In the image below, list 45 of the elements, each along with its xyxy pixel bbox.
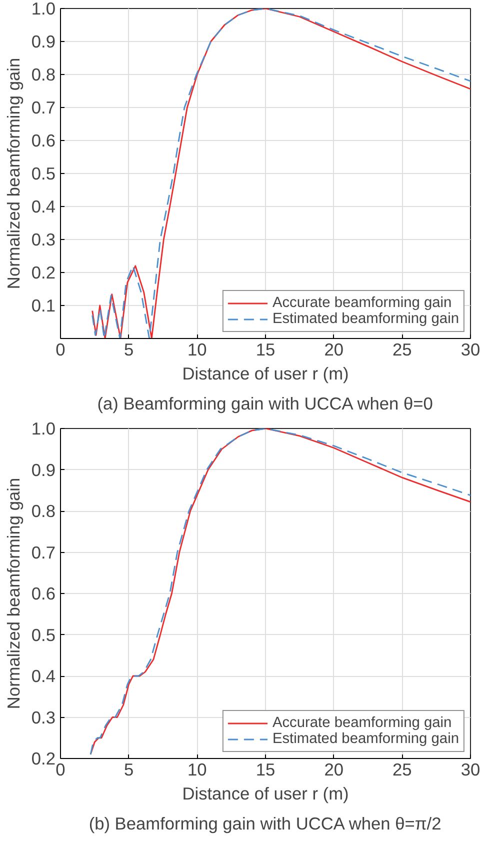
x-tick-label: 25	[392, 760, 412, 780]
legend-label: Estimated beamforming gain	[272, 731, 459, 747]
legend-label: Accurate beamforming gain	[272, 295, 452, 311]
x-tick-label: 5	[124, 340, 134, 360]
text: (b) Beamforming gain with UCCA when θ=π/2	[88, 814, 442, 834]
y-tick-label: 0.5	[31, 624, 56, 645]
y-tick-label: 0.3	[31, 230, 56, 250]
y-tick-label: 0.2	[31, 262, 56, 282]
x-tick-label: 10	[188, 760, 207, 780]
x-tick-label: 0	[56, 340, 66, 360]
y-tick-label: 0.9	[31, 460, 56, 480]
y-tick-label: 0.3	[31, 707, 56, 728]
y-tick-label: 0.8	[31, 501, 56, 521]
x-tick-label: 15	[256, 340, 276, 360]
y-tick-label: 0.7	[31, 98, 56, 118]
y-axis-title: Normalized beamforming gain	[3, 58, 24, 290]
y-tick-label: 0.6	[31, 584, 56, 604]
x-axis-title: Distance of user r (m)	[182, 784, 349, 804]
x-tick-label: 20	[324, 340, 344, 360]
x-tick-label: 30	[460, 340, 480, 360]
legend-label: Estimated beamforming gain	[272, 311, 459, 327]
text: (a) Beamforming gain with UCCA when θ=0	[97, 394, 433, 414]
line-series	[92, 8, 470, 338]
x-tick-label: 30	[460, 760, 480, 780]
y-tick-label: 0.7	[31, 542, 56, 562]
x-tick-label: 20	[324, 760, 344, 780]
line-series	[90, 428, 470, 756]
y-tick-label: 0.8	[31, 64, 56, 84]
x-axis-title: Distance of user r (m)	[182, 364, 349, 384]
y-tick-label: 0.9	[31, 32, 56, 52]
y-axis-title: Normalized beamforming gain	[3, 478, 24, 710]
y-tick-label: 0.5	[31, 164, 56, 184]
x-tick-label: 5	[124, 760, 134, 780]
x-tick-label: 0	[56, 760, 66, 780]
x-tick-label: 25	[392, 340, 412, 360]
legend-label: Accurate beamforming gain	[272, 715, 452, 731]
y-tick-label: 0.4	[31, 196, 56, 216]
y-tick-label: 1.0	[31, 0, 56, 18]
y-tick-label: 0.6	[31, 130, 56, 150]
y-tick-label: 0.4	[31, 666, 56, 686]
y-tick-label: 0.2	[31, 748, 56, 768]
x-tick-label: 15	[256, 760, 276, 780]
x-tick-label: 10	[188, 340, 207, 360]
y-tick-label: 0.1	[31, 296, 56, 316]
y-tick-label: 1.0	[31, 418, 56, 438]
